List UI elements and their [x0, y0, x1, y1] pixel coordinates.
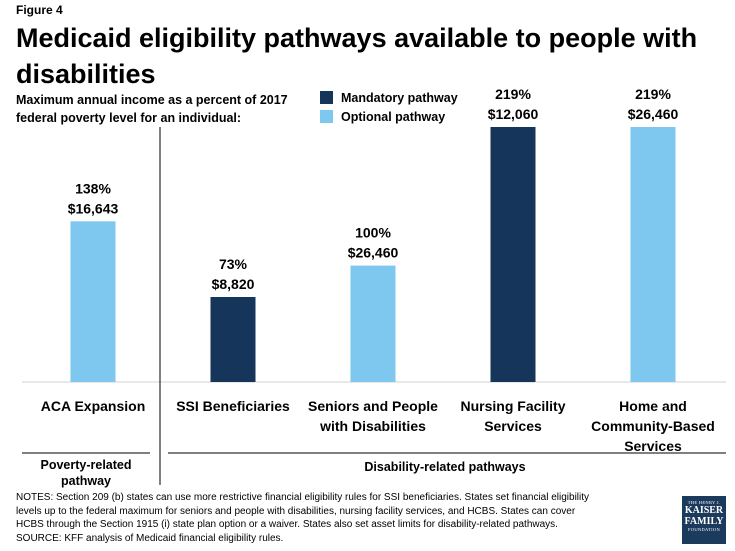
category-label: Services: [624, 438, 682, 454]
category-label: Seniors and People: [308, 398, 438, 414]
category-label: Services: [484, 418, 542, 434]
data-label-percent: 100%: [355, 225, 391, 241]
bar: [350, 265, 396, 382]
legend-label-optional: Optional pathway: [341, 109, 446, 124]
data-label-percent: 219%: [495, 86, 531, 102]
data-label-percent: 73%: [219, 256, 248, 272]
notes-line: HCBS through the Section 1915 (i) state …: [16, 519, 558, 530]
logo-line: FOUNDATION: [688, 527, 720, 532]
notes: NOTES: Section 209 (b) states can use mo…: [16, 491, 676, 545]
category-label: ACA Expansion: [41, 398, 146, 414]
group-label: Disability-related pathways: [364, 460, 525, 474]
source-line: SOURCE: KFF analysis of Medicaid financi…: [16, 532, 284, 544]
data-label-dollar: $26,460: [348, 245, 399, 261]
data-label-dollar: $16,643: [68, 200, 119, 216]
category-label: Community-Based: [591, 418, 715, 434]
category-label: Home and: [619, 398, 687, 414]
legend-item-optional: Optional pathway: [320, 107, 458, 126]
bar: [630, 127, 676, 382]
notes-line: levels up to the federal maximum for sen…: [16, 505, 576, 517]
group-label: Poverty-related: [40, 458, 131, 472]
data-label-dollar: $12,060: [488, 106, 539, 122]
data-label-percent: 219%: [635, 86, 671, 102]
data-label-percent: 138%: [75, 180, 111, 196]
chart-subtitle: Maximum annual income as a percent of 20…: [16, 93, 288, 125]
data-label-dollar: $8,820: [212, 276, 255, 292]
logo-line: KAISER: [684, 505, 724, 516]
category-label: with Disabilities: [319, 418, 426, 434]
legend: Mandatory pathway Optional pathway: [320, 88, 458, 126]
logo-line: THE HENRY J.: [687, 500, 721, 505]
chart-title: Medicaid eligibility pathways available …: [16, 23, 698, 89]
bar: [490, 127, 536, 382]
legend-label-mandatory: Mandatory pathway: [341, 90, 458, 105]
bar: [210, 297, 256, 382]
category-label: Nursing Facility: [460, 398, 565, 414]
legend-item-mandatory: Mandatory pathway: [320, 88, 458, 107]
legend-swatch-optional: [320, 110, 333, 123]
group-label: pathway: [61, 474, 111, 488]
figure-label: Figure 4: [16, 3, 63, 17]
logo-line: FAMILY: [684, 516, 724, 527]
notes-line: NOTES: Section 209 (b) states can use mo…: [16, 492, 590, 503]
kff-logo: THE HENRY J. KAISER FAMILY FOUNDATION: [682, 496, 726, 544]
data-label-dollar: $26,460: [628, 106, 679, 122]
bar: [70, 221, 116, 382]
category-label: SSI Beneficiaries: [176, 398, 290, 414]
legend-swatch-mandatory: [320, 91, 333, 104]
